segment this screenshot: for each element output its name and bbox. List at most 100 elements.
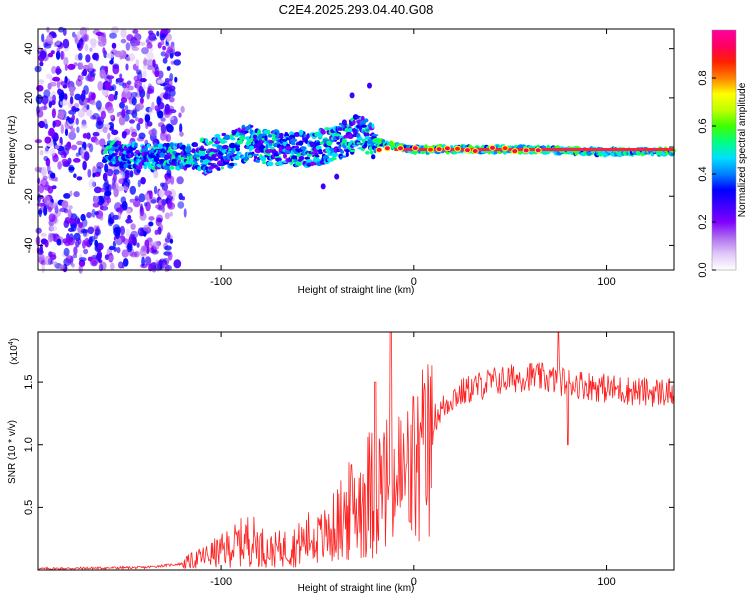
noise-blob (119, 225, 125, 236)
outlier-blob (367, 82, 372, 89)
noise-blob (125, 42, 131, 51)
noise-blob (38, 120, 45, 129)
trace-blob (306, 133, 310, 139)
noise-blob (98, 41, 106, 47)
spectrogram-x-tick-label: -100 (210, 276, 232, 288)
noise-blob (151, 250, 159, 255)
noise-blob (40, 202, 45, 212)
noise-blob (54, 145, 60, 150)
noise-blob (167, 232, 171, 240)
noise-blob (53, 261, 58, 267)
noise-blob (82, 133, 88, 139)
spectrogram-marks (34, 26, 676, 274)
trace-blob (276, 130, 280, 136)
trace-blob (285, 146, 292, 151)
noise-blob (63, 56, 69, 66)
noise-blob (39, 149, 44, 156)
noise-blob (82, 69, 86, 75)
noise-blob (157, 42, 162, 49)
noise-blob (83, 151, 90, 161)
noise-blob (102, 47, 106, 54)
noise-blob (82, 229, 88, 237)
trace-blob (265, 143, 269, 150)
noise-blob (49, 225, 58, 232)
noise-blob (67, 208, 72, 219)
noise-blob (48, 127, 55, 137)
noise-blob (45, 146, 49, 152)
spectrogram-y-tick-label: -20 (23, 188, 35, 204)
trace-blob (349, 149, 356, 153)
noise-blob (138, 193, 146, 203)
noise-blob (62, 238, 68, 244)
trace-blob (312, 136, 317, 139)
noise-blob (54, 209, 61, 217)
noise-blob (53, 202, 59, 211)
noise-blob (79, 26, 88, 37)
noise-blob (153, 170, 159, 179)
noise-blob (48, 251, 57, 258)
noise-blob (119, 101, 125, 109)
noise-blob (77, 30, 81, 41)
noise-blob (40, 232, 47, 237)
noise-blob (132, 236, 137, 246)
trace-blob (173, 161, 177, 166)
noise-blob (119, 73, 123, 79)
trace-peak (501, 145, 509, 152)
noise-blob (124, 178, 131, 187)
trace-blob (336, 141, 341, 145)
noise-blob (99, 138, 106, 147)
snr-frame (37, 331, 675, 571)
noise-blob (95, 100, 102, 110)
noise-blob (60, 50, 65, 60)
trace-blob (267, 134, 273, 138)
noise-blob (92, 131, 100, 137)
noise-blob (96, 250, 103, 260)
noise-blob (68, 227, 74, 232)
noise-blob (51, 65, 57, 74)
noise-blob (86, 109, 93, 117)
noise-blob (160, 33, 167, 39)
trace-blob (277, 152, 282, 155)
noise-blob (75, 117, 79, 126)
trace-blob (205, 138, 209, 144)
spectrogram-panel: -100 0 100 -40 -20 0 20 40 Height of straight … (7, 26, 676, 296)
noise-blob (137, 87, 145, 93)
noise-blob (113, 187, 119, 198)
trace-blob (331, 152, 338, 158)
noise-blob (119, 206, 123, 215)
noise-blob (129, 198, 136, 203)
noise-blob (154, 229, 159, 235)
trace-blob (158, 158, 166, 164)
noise-blob (102, 126, 108, 134)
colorbar-tick-label: 0.6 (697, 118, 709, 133)
noise-blob (111, 42, 117, 49)
noise-blob (109, 114, 114, 119)
noise-blob (148, 32, 157, 41)
noise-blob (164, 190, 172, 197)
noise-blob (136, 69, 142, 75)
trace-blob (368, 146, 373, 152)
noise-blob (150, 239, 154, 248)
noise-blob (92, 113, 100, 120)
noise-blob (72, 253, 78, 259)
noise-blob (80, 124, 88, 129)
noise-blob (80, 147, 85, 158)
noise-blob (124, 105, 129, 111)
noise-blob (158, 70, 164, 79)
noise-blob (75, 240, 80, 248)
noise-blob (72, 31, 76, 38)
noise-blob (130, 230, 139, 239)
outlier-blob (341, 119, 347, 126)
noise-blob (89, 47, 93, 52)
noise-blob (64, 64, 68, 71)
noise-blob (39, 106, 48, 111)
noise-blob (129, 126, 134, 132)
noise-blob (89, 38, 97, 45)
noise-blob (99, 69, 106, 79)
noise-blob (100, 110, 106, 120)
noise-blob (166, 168, 172, 178)
noise-blob (144, 114, 151, 123)
trace-blob (228, 162, 236, 167)
noise-blob (139, 41, 146, 46)
trace-blob (235, 154, 240, 160)
